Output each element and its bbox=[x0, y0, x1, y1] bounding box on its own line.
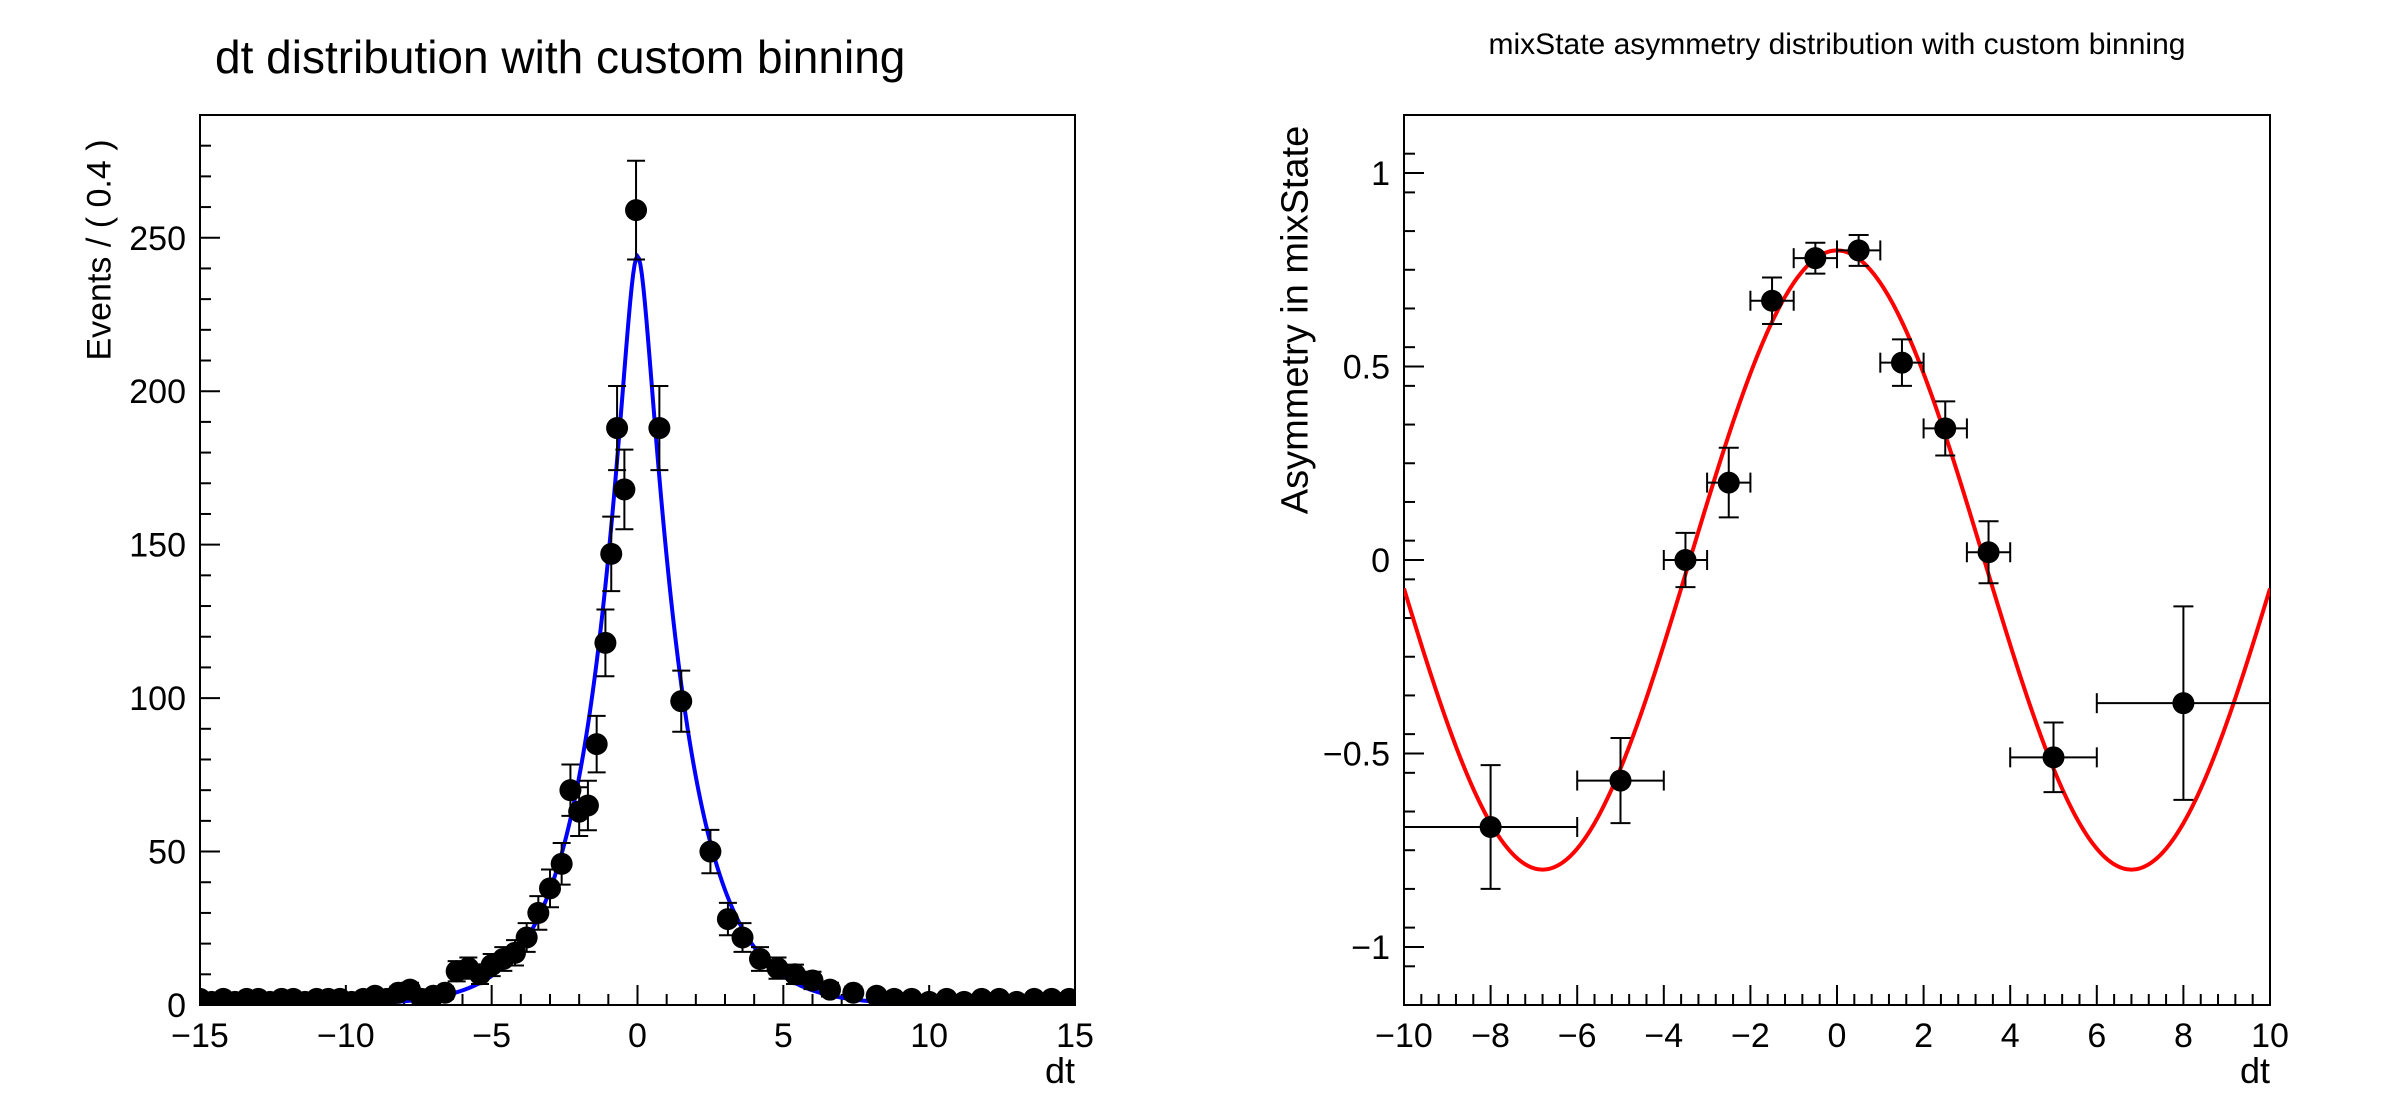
x-tick-label: −2 bbox=[1731, 1017, 1770, 1055]
data-point bbox=[1576, 737, 1665, 825]
data-point bbox=[1749, 276, 1795, 325]
right-chart-title: mixState asymmetry distribution with cus… bbox=[1488, 28, 2186, 61]
data-point bbox=[1792, 241, 1838, 275]
y-tick-label: 250 bbox=[129, 220, 186, 258]
data-point bbox=[585, 714, 608, 774]
data-point bbox=[515, 922, 538, 953]
data-point bbox=[935, 987, 958, 1005]
data-point bbox=[749, 946, 771, 972]
x-tick-label: 4 bbox=[2001, 1017, 2020, 1055]
data-point bbox=[1058, 987, 1075, 1005]
y-tick-label: 50 bbox=[148, 834, 186, 872]
data-point bbox=[1922, 400, 1968, 457]
data-point bbox=[970, 987, 993, 1005]
data-point bbox=[883, 987, 906, 1005]
data-point bbox=[784, 963, 806, 986]
plot-frame bbox=[199, 114, 1076, 1006]
x-tick-label: −4 bbox=[1644, 1017, 1683, 1055]
data-point bbox=[1662, 531, 1709, 589]
data-point bbox=[576, 779, 599, 832]
axis-tick-labels: −10 −8 −6 −4 −2 0 2 4 6 8 10 −1 −0.5 0 0.5 1 bbox=[1323, 155, 2289, 1055]
data-point bbox=[594, 608, 617, 678]
y-tick-label: 1 bbox=[1371, 155, 1390, 193]
data-point bbox=[1040, 987, 1063, 1005]
data-point bbox=[648, 384, 671, 472]
fit-curve bbox=[1404, 248, 2270, 872]
x-tick-label: 10 bbox=[2251, 1017, 2289, 1055]
x-tick-label: −6 bbox=[1558, 1017, 1597, 1055]
left-x-axis-title: dt bbox=[1044, 1050, 1075, 1091]
data-points bbox=[1404, 233, 2270, 890]
data-point bbox=[865, 984, 888, 1005]
x-tick-label: −5 bbox=[472, 1017, 511, 1055]
data-point bbox=[1404, 764, 1579, 890]
data-point bbox=[539, 868, 561, 909]
y-tick-label: −0.5 bbox=[1323, 735, 1390, 773]
data-point bbox=[1023, 987, 1046, 1005]
data-point bbox=[600, 515, 623, 593]
data-point bbox=[918, 990, 941, 1005]
axes-ticks bbox=[1403, 114, 2271, 1006]
fit-curve bbox=[200, 252, 1075, 1005]
x-tick-label: 15 bbox=[1056, 1017, 1094, 1055]
x-tick-label: 10 bbox=[910, 1017, 948, 1055]
x-tick-label: −8 bbox=[1471, 1017, 1510, 1055]
data-point bbox=[606, 384, 629, 472]
data-point bbox=[550, 842, 573, 886]
data-point bbox=[1706, 446, 1752, 519]
x-tick-label: 0 bbox=[1828, 1017, 1847, 1055]
x-tick-label: −15 bbox=[171, 1017, 229, 1055]
data-point bbox=[900, 987, 923, 1005]
y-tick-label: 200 bbox=[129, 373, 186, 411]
data-point bbox=[766, 956, 789, 980]
y-tick-label: 150 bbox=[129, 527, 186, 565]
data-point bbox=[1965, 520, 2012, 585]
data-point bbox=[953, 990, 976, 1005]
x-tick-label: 0 bbox=[628, 1017, 647, 1055]
y-tick-label: 0 bbox=[167, 987, 186, 1025]
x-tick-label: −10 bbox=[1375, 1017, 1433, 1055]
data-point bbox=[1879, 338, 1925, 387]
data-point bbox=[2009, 721, 2098, 794]
right-x-axis-title: dt bbox=[2239, 1050, 2270, 1091]
y-tick-label: −1 bbox=[1351, 929, 1390, 967]
x-tick-label: 2 bbox=[1914, 1017, 1933, 1055]
data-point bbox=[842, 981, 865, 1004]
data-point bbox=[699, 828, 722, 875]
x-tick-label: 8 bbox=[2174, 1017, 2193, 1055]
axes-ticks bbox=[199, 114, 1076, 1006]
x-tick-label: 6 bbox=[2087, 1017, 2106, 1055]
data-points bbox=[200, 159, 1075, 1005]
y-tick-label: 0.5 bbox=[1343, 349, 1390, 387]
data-point bbox=[801, 969, 824, 992]
data-point bbox=[434, 981, 456, 1004]
data-point bbox=[2095, 605, 2270, 801]
data-point bbox=[988, 987, 1011, 1005]
x-tick-label: −10 bbox=[317, 1017, 375, 1055]
data-point bbox=[819, 978, 841, 1001]
chart-1: −10 −8 −6 −4 −2 0 2 4 6 8 10 −1 −0.5 0 0.5 1 bbox=[1323, 114, 2289, 1055]
data-point bbox=[1836, 233, 1882, 267]
data-point bbox=[613, 448, 636, 531]
data-point bbox=[1005, 990, 1028, 1005]
y-tick-label: 0 bbox=[1371, 542, 1390, 580]
x-tick-label: 5 bbox=[774, 1017, 793, 1055]
y-tick-label: 100 bbox=[129, 680, 186, 718]
data-point bbox=[731, 922, 754, 953]
data-point bbox=[670, 669, 693, 733]
left-chart-title: dt distribution with custom binning bbox=[215, 31, 906, 83]
data-point bbox=[625, 159, 648, 261]
